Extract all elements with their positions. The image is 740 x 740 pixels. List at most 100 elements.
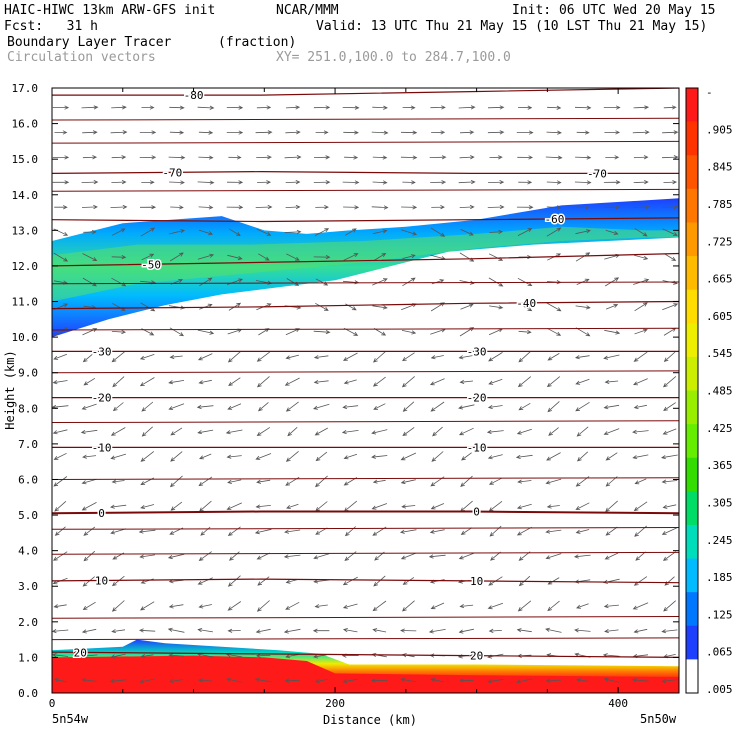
circulation-vector (516, 526, 532, 536)
circulation-vector (52, 380, 68, 385)
circulation-vector (577, 451, 589, 462)
circulation-vector (168, 229, 186, 235)
circulation-vector (633, 378, 648, 386)
circulation-vector (373, 403, 386, 410)
colorbar-label: .845 (706, 161, 733, 174)
circulation-vector (285, 354, 299, 360)
circulation-vector (83, 377, 96, 386)
temperature-contour (52, 188, 679, 192)
circulation-vector (372, 278, 388, 286)
circulation-vector (604, 629, 619, 634)
x-tick-label: 400 (608, 697, 628, 710)
circulation-vector (370, 678, 388, 683)
circulation-vector (372, 180, 388, 185)
y-tick-label: 15.0 (12, 153, 39, 166)
circulation-vector (140, 504, 155, 509)
circulation-vector (140, 302, 156, 312)
circulation-vector (518, 180, 533, 185)
circulation-vector (227, 254, 243, 261)
circulation-vector (198, 205, 214, 210)
circulation-vector (517, 105, 533, 110)
temperature-contour (52, 140, 679, 144)
circulation-vector (53, 476, 68, 487)
circulation-vector (662, 376, 677, 388)
circulation-vector (141, 180, 155, 185)
circulation-vector (605, 500, 618, 513)
circulation-vector (227, 526, 241, 536)
circulation-vector (488, 477, 502, 485)
circulation-vector (82, 351, 96, 363)
circulation-vector (227, 479, 242, 484)
circulation-vector (486, 429, 504, 434)
circulation-vector (487, 678, 504, 684)
circulation-vector (341, 429, 359, 435)
contour-label: -20 (92, 392, 112, 405)
temperature-contour (52, 527, 679, 530)
circulation-vector (372, 600, 387, 612)
y-tick-label: 3.0 (18, 580, 38, 593)
colorbar-label: .425 (706, 422, 733, 435)
colorbar-swatch (686, 88, 698, 123)
circulation-vector (315, 475, 328, 488)
colorbar-label: .245 (706, 534, 733, 547)
temperature-contour (52, 217, 679, 223)
circulation-vector (604, 205, 621, 210)
plot-frame (51, 87, 680, 694)
circulation-vector (545, 627, 562, 633)
circulation-vector (517, 302, 533, 312)
circulation-vector (168, 155, 186, 160)
circulation-vector (431, 451, 444, 462)
circulation-vector (52, 653, 69, 658)
circulation-vector (343, 453, 358, 460)
circulation-vector (605, 526, 618, 536)
circulation-vector (54, 205, 68, 210)
circulation-vector (430, 180, 447, 185)
circulation-vector (170, 205, 184, 210)
circulation-vector (402, 401, 415, 412)
circulation-vector (516, 130, 534, 135)
circulation-vector (460, 303, 474, 310)
circulation-vector (139, 354, 155, 360)
circulation-vector (429, 155, 447, 160)
contour-label: 20 (74, 646, 87, 659)
contour-label: -10 (467, 441, 487, 454)
contour-label: -70 (162, 166, 182, 179)
circulation-vector (401, 205, 418, 210)
circulation-vector (53, 551, 68, 561)
circulation-vector (575, 502, 590, 510)
temperature-contour (52, 510, 679, 515)
circulation-vector (547, 353, 560, 361)
temperature-contour (52, 477, 679, 480)
circulation-vector (634, 328, 648, 335)
circulation-vector (605, 229, 619, 235)
circulation-vector (575, 378, 590, 385)
circulation-vector (139, 678, 156, 684)
y-tick-label: 4.0 (18, 545, 38, 558)
circulation-vector (199, 453, 212, 460)
circulation-vector (632, 454, 649, 460)
circulation-vector (603, 105, 621, 110)
circulation-vector (141, 105, 155, 110)
circulation-vector (54, 130, 68, 135)
temperature-contour (52, 651, 679, 658)
circulation-vector (430, 503, 445, 510)
circulation-vector (371, 503, 388, 510)
circulation-vector (632, 602, 649, 610)
circulation-vector (573, 554, 591, 559)
temperature-contour (52, 327, 679, 331)
circulation-vector (575, 252, 591, 262)
colorbar-swatch (686, 188, 698, 223)
circulation-vector (489, 229, 504, 235)
circulation-vector (516, 205, 534, 210)
circulation-vector (546, 130, 562, 135)
circulation-vector (226, 454, 242, 459)
circulation-vector (53, 353, 68, 360)
y-tick-label: 8.0 (18, 402, 38, 415)
circulation-vector (429, 529, 445, 534)
valid-time: Valid: 13 UTC Thu 21 May 15 (10 LST Thu … (316, 19, 708, 34)
forecast-hour: Fcst: 31 h (4, 19, 98, 34)
circulation-vector (196, 404, 214, 410)
temperature-contour (52, 117, 679, 121)
y-tick-label: 13.0 (12, 224, 39, 237)
circulation-vector (139, 130, 157, 135)
